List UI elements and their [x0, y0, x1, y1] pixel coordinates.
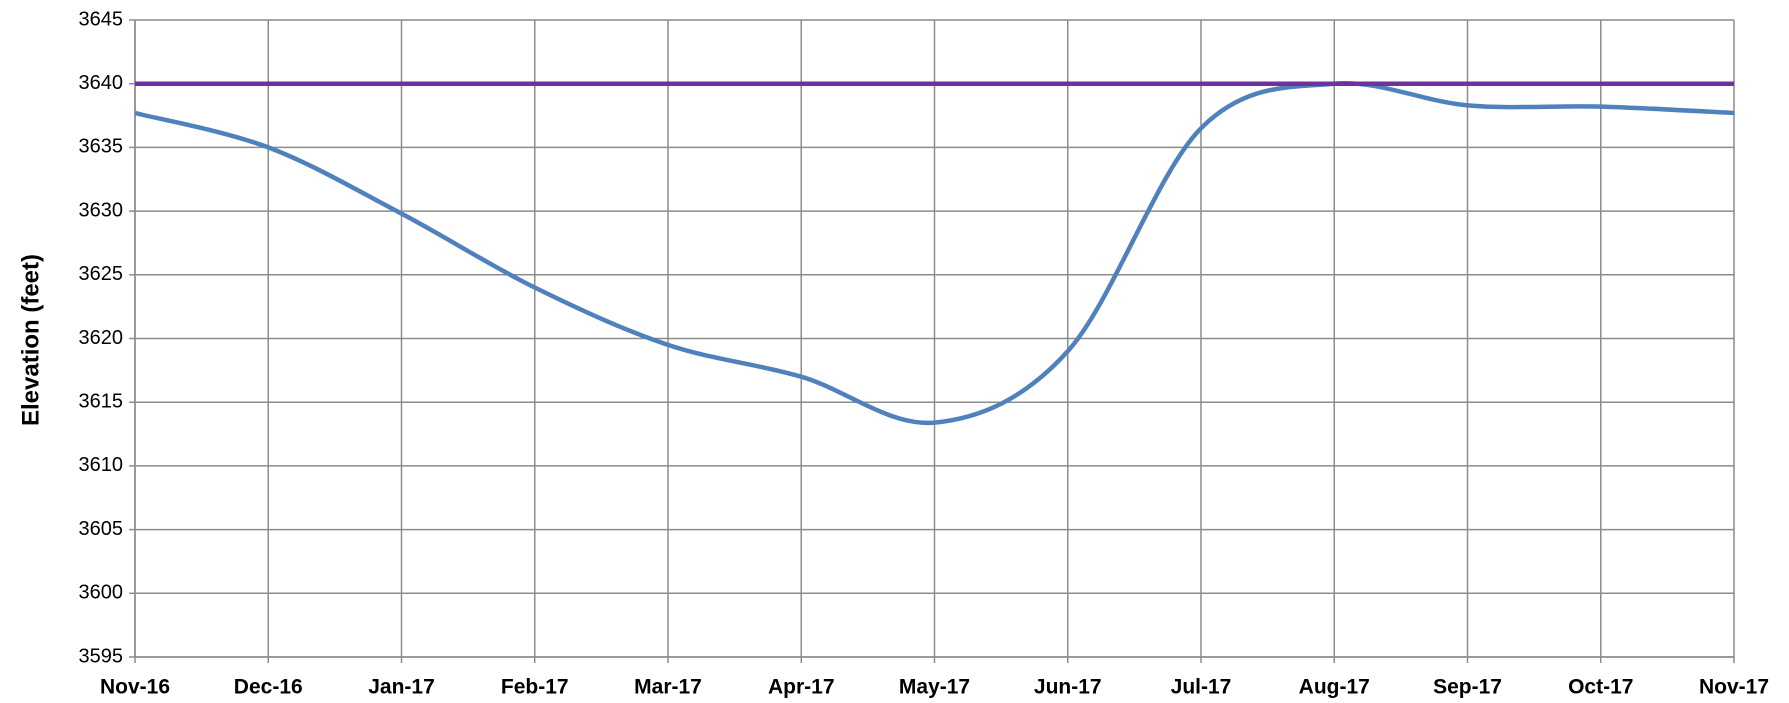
- x-tick-label: Dec-16: [234, 676, 303, 699]
- x-tick-label: May-17: [899, 676, 970, 699]
- x-tick-label: Aug-17: [1299, 676, 1370, 699]
- y-axis-label: Elevation (feet): [17, 254, 44, 426]
- x-tick-label: Jun-17: [1034, 676, 1102, 699]
- y-tick-label: 3630: [79, 199, 124, 221]
- x-tick-label: Nov-17: [1699, 676, 1769, 699]
- y-tick-label: 3600: [79, 582, 124, 604]
- y-tick-label: 3610: [79, 454, 124, 476]
- x-tick-label: Nov-16: [100, 676, 170, 699]
- x-tick-label: Oct-17: [1568, 676, 1633, 699]
- x-tick-label: Jul-17: [1171, 676, 1232, 699]
- y-tick-label: 3635: [79, 136, 124, 158]
- y-tick-label: 3605: [79, 518, 124, 540]
- y-tick-label: 3615: [79, 390, 124, 412]
- y-tick-label: 3595: [79, 645, 124, 667]
- series-line: [134, 81, 1735, 426]
- x-tick-label: Sep-17: [1433, 676, 1502, 699]
- x-tick-label: Jan-17: [368, 676, 435, 699]
- y-tick-label: 3620: [79, 327, 124, 349]
- x-tick-label: Apr-17: [768, 676, 835, 699]
- x-tick-label: Mar-17: [634, 676, 702, 699]
- y-tick-label: 3645: [79, 8, 124, 30]
- y-tick-label: 3625: [79, 263, 124, 285]
- x-tick-label: Feb-17: [501, 676, 569, 699]
- y-tick-label: 3640: [79, 72, 124, 94]
